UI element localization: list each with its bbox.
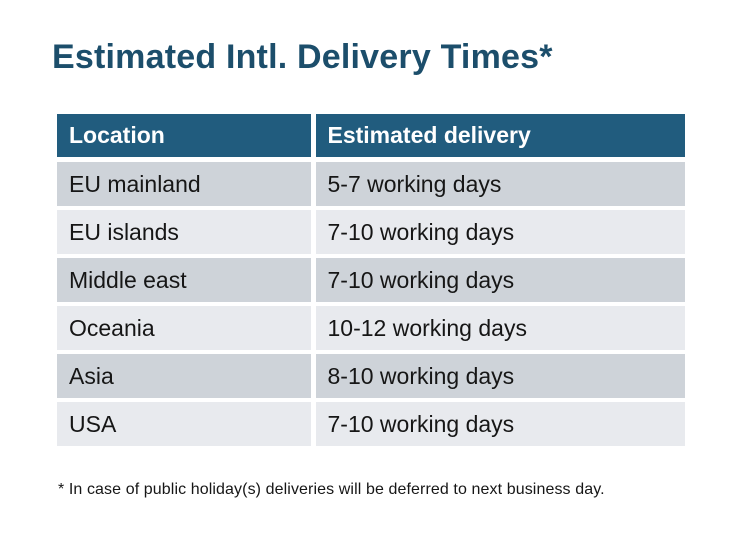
delivery-table: Location Estimated delivery EU mainland …	[57, 114, 685, 451]
location-cell: Asia	[57, 352, 316, 403]
table-row: Oceania 10-12 working days	[57, 304, 685, 355]
table-row: USA 7-10 working days	[57, 400, 685, 451]
delivery-cell: 7-10 working days	[313, 208, 685, 259]
location-cell: Oceania	[57, 304, 316, 355]
column-header-location: Location	[57, 114, 316, 163]
table-row: EU mainland 5-7 working days	[57, 159, 685, 211]
delivery-cell: 7-10 working days	[313, 256, 685, 307]
table-row: EU islands 7-10 working days	[57, 208, 685, 259]
location-cell: USA	[57, 400, 316, 451]
table-header-row: Location Estimated delivery	[57, 114, 685, 163]
delivery-cell: 5-7 working days	[313, 159, 685, 211]
location-cell: Middle east	[57, 256, 316, 307]
delivery-cell: 8-10 working days	[313, 352, 685, 403]
table-row: Asia 8-10 working days	[57, 352, 685, 403]
page-title: Estimated Intl. Delivery Times*	[52, 38, 553, 76]
location-cell: EU islands	[57, 208, 316, 259]
delivery-cell: 7-10 working days	[313, 400, 685, 451]
column-header-delivery: Estimated delivery	[313, 114, 685, 163]
delivery-cell: 10-12 working days	[313, 304, 685, 355]
table-row: Middle east 7-10 working days	[57, 256, 685, 307]
location-cell: EU mainland	[57, 159, 316, 211]
footnote: * In case of public holiday(s) deliverie…	[58, 481, 605, 499]
